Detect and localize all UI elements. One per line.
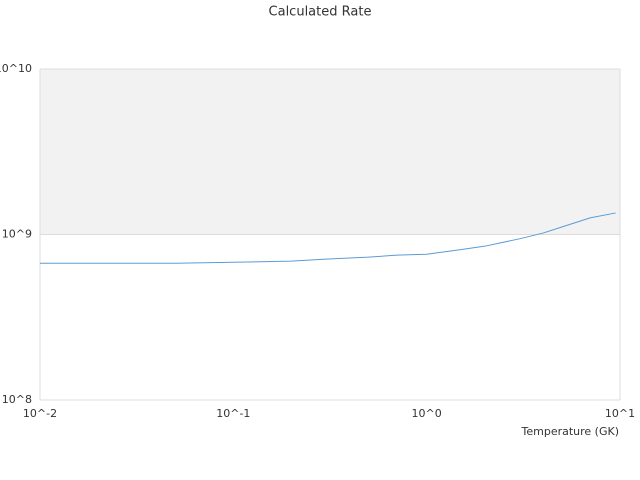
x-axis-label: Temperature (GK) [521,425,620,438]
y-tick-label: 10^8 [2,393,32,406]
data-line [40,212,616,264]
x-tick-label: 10^1 [605,407,635,420]
plot-band [40,234,620,400]
x-tick-label: 10^-2 [23,407,57,420]
chart-title: Calculated Rate [269,5,372,20]
y-tick-label: 10^10 [0,62,32,75]
x-tick-label: 10^0 [412,407,442,420]
y-tick-label: 10^9 [2,228,32,241]
x-tick-label: 10^-1 [216,407,250,420]
plot-band [40,69,620,235]
